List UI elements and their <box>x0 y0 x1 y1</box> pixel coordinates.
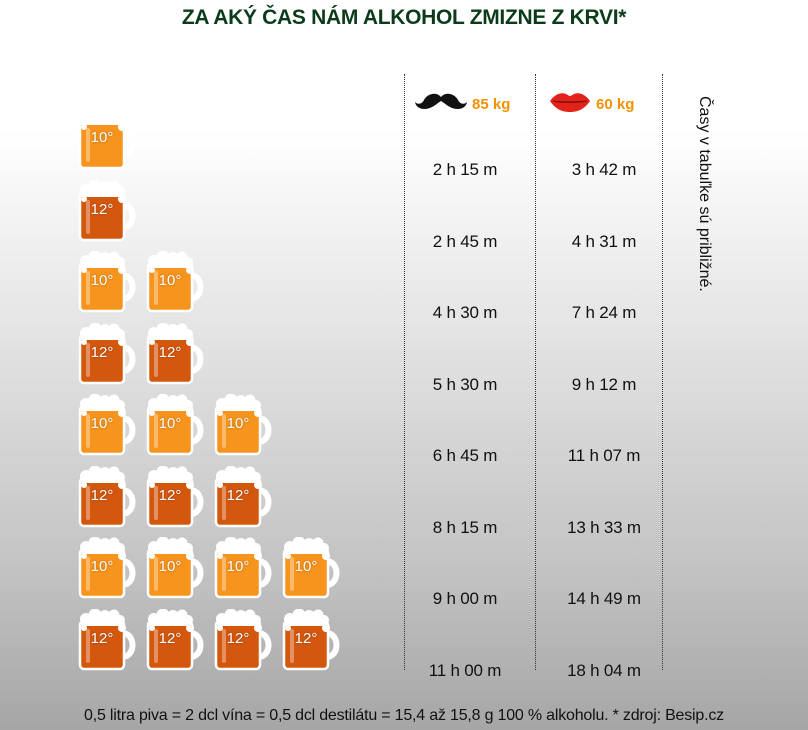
beer-mug-icon: 10° <box>78 537 136 599</box>
beer-mug-icon: 12° <box>146 322 204 385</box>
beer-degree-label: 10° <box>226 415 250 432</box>
beer-degree-label: 10° <box>90 558 114 575</box>
beer-degree-label: 12° <box>90 343 114 361</box>
side-note: Časy v tabuľke sú približné. <box>696 96 713 292</box>
beer-mug-icon: 12° <box>78 322 136 385</box>
female-time-value: 7 h 24 m <box>571 303 637 322</box>
mustache-icon <box>414 90 468 117</box>
beer-mug-icon: 10° <box>78 394 136 456</box>
beer-mug-icon: 12° <box>78 608 136 671</box>
beer-degree-label: 10° <box>158 415 182 432</box>
column-divider-middle <box>535 74 536 670</box>
beer-mug-icon: 10° <box>146 251 204 313</box>
beer-degree-label: 12° <box>294 629 318 647</box>
beer-mug-icon: 10° <box>146 537 204 599</box>
beer-mug-icon: 10° <box>214 394 272 456</box>
male-time-value: 5 h 30 m <box>432 374 498 394</box>
female-time-value: 14 h 49 m <box>567 589 641 608</box>
male-time-value: 9 h 00 m <box>432 589 498 608</box>
beer-mug-icon: 10° <box>78 251 136 313</box>
lips-icon <box>548 91 592 118</box>
female-time-value: 9 h 12 m <box>571 374 637 394</box>
beer-degree-label: 12° <box>90 486 114 504</box>
beer-mug-icon: 10° <box>214 537 272 599</box>
beer-mug-icon: 12° <box>214 465 272 528</box>
beer-degree-label: 10° <box>90 415 114 432</box>
female-weight-label: 60 kg <box>596 96 635 113</box>
beer-degree-label: 12° <box>158 629 182 647</box>
male-time-value: 8 h 15 m <box>432 517 498 537</box>
footer-note: 0,5 litra piva = 2 dcl vína = 0,5 dcl de… <box>84 707 724 724</box>
female-time-value: 4 h 31 m <box>571 231 637 251</box>
page-title: ZA AKÝ ČAS NÁM ALKOHOL ZMIZNE Z KRVI* <box>181 6 627 29</box>
beer-degree-label: 12° <box>90 200 114 218</box>
beer-degree-label: 10° <box>294 558 318 575</box>
beer-degree-label: 12° <box>158 343 182 361</box>
female-time-value: 3 h 42 m <box>571 160 637 179</box>
beer-mug-icon: 12° <box>282 608 340 671</box>
beer-degree-label: 10° <box>158 272 182 289</box>
female-time-value: 11 h 07 m <box>567 446 641 465</box>
male-time-value: 6 h 45 m <box>432 446 498 465</box>
male-weight-label: 85 kg <box>472 96 511 113</box>
beer-mug-icon: 12° <box>214 608 272 671</box>
beer-degree-label: 10° <box>226 558 250 575</box>
female-time-value: 18 h 04 m <box>567 660 641 680</box>
beer-mug-icon: 10° <box>282 537 340 599</box>
male-time-value: 11 h 00 m <box>428 660 502 680</box>
beer-degree-label: 12° <box>90 629 114 647</box>
male-time-value: 2 h 45 m <box>432 231 498 251</box>
beer-degree-label: 10° <box>90 129 114 146</box>
beer-degree-label: 12° <box>226 486 250 504</box>
female-time-value: 13 h 33 m <box>567 517 641 537</box>
beer-mug-icon: 12° <box>146 608 204 671</box>
column-divider-right <box>662 74 663 670</box>
beer-mug-icon: 12° <box>78 465 136 528</box>
beer-degree-label: 12° <box>226 629 250 647</box>
beer-mug-icon: 10° <box>78 108 136 170</box>
beer-mug-icon: 12° <box>78 179 136 242</box>
beer-degree-label: 10° <box>90 272 114 289</box>
male-time-value: 2 h 15 m <box>432 160 498 179</box>
male-time-value: 4 h 30 m <box>432 303 498 322</box>
beer-degree-label: 12° <box>158 486 182 504</box>
column-divider-left <box>404 74 405 670</box>
beer-degree-label: 10° <box>158 558 182 575</box>
beer-mug-icon: 12° <box>146 465 204 528</box>
beer-mug-icon: 10° <box>146 394 204 456</box>
